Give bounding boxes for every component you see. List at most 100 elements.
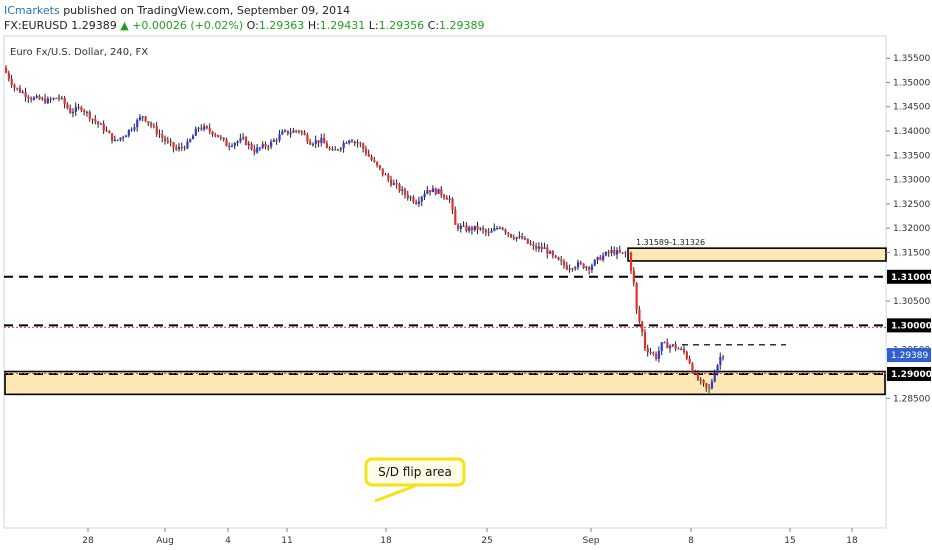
- candle-body: [448, 198, 451, 200]
- candle-body: [417, 201, 421, 204]
- candle-body: [473, 225, 476, 231]
- candle-body: [119, 137, 122, 140]
- candle-body: [669, 345, 672, 349]
- candle-body: [194, 128, 197, 136]
- candle-body: [214, 134, 217, 136]
- candle-body: [189, 139, 192, 142]
- candle-body: [674, 344, 677, 349]
- candle-body: [406, 194, 409, 198]
- candle-body: [588, 267, 591, 270]
- candle-body: [270, 141, 273, 147]
- candle-body: [233, 143, 236, 146]
- candle-body: [150, 123, 153, 126]
- candle-body: [532, 244, 535, 246]
- candle-body: [420, 196, 423, 202]
- price-chart[interactable]: Euro Fx/U.S. Dollar, 240, FX 1.31589-1.3…: [0, 34, 932, 550]
- candle-body: [219, 137, 223, 139]
- candle-body: [671, 344, 675, 346]
- candle-body: [250, 143, 253, 150]
- x-tick-label: 4: [225, 536, 231, 546]
- candle-body: [666, 342, 669, 349]
- candle-body: [705, 383, 708, 388]
- candle-body: [105, 130, 108, 132]
- candle-body: [604, 251, 608, 256]
- candle-body: [300, 131, 303, 133]
- candle-body: [694, 371, 697, 374]
- candle-body: [261, 144, 264, 148]
- time-axis[interactable]: 28 Aug 4 11 18 25 Sep 8 15 18: [82, 528, 858, 546]
- candle-body: [278, 134, 281, 141]
- candle-body: [409, 197, 412, 199]
- x-tick-label: 11: [281, 536, 292, 546]
- candle-body: [136, 119, 139, 128]
- candle-body: [381, 168, 384, 175]
- candle-body: [203, 126, 206, 130]
- candle-body: [540, 246, 543, 249]
- candle-body: [155, 126, 158, 134]
- candle-body: [468, 227, 471, 232]
- candle-body: [13, 84, 16, 88]
- candle-body: [549, 251, 552, 254]
- published-text: published on TradingView.com, September …: [63, 4, 351, 17]
- level-tag-label: 1.31000: [891, 273, 932, 283]
- candle-body: [501, 227, 504, 230]
- candle-body: [440, 188, 443, 196]
- level-tag-label: 1.30000: [891, 321, 932, 331]
- symbol-label[interactable]: FX:EURUSD: [4, 19, 68, 32]
- candle-body: [41, 98, 44, 100]
- candle-body: [719, 356, 722, 366]
- candle-body: [496, 228, 499, 230]
- candle-body: [537, 246, 541, 249]
- candle-body: [596, 257, 599, 261]
- candle-body: [487, 232, 490, 234]
- candle-body: [507, 232, 510, 234]
- candle-body: [239, 138, 242, 142]
- publisher-line: ICmarkets published on TradingView.com, …: [4, 4, 350, 17]
- candle-body: [222, 137, 225, 140]
- candle-body: [331, 149, 334, 151]
- candle-body: [345, 142, 348, 144]
- last-price: 1.29389: [71, 19, 117, 32]
- candle-body: [563, 261, 566, 266]
- candle-body: [498, 227, 502, 229]
- chart-header: ICmarkets published on TradingView.com, …: [0, 0, 932, 34]
- publisher-brand[interactable]: ICmarkets: [4, 4, 60, 17]
- y-tick-label: 1.33500: [893, 151, 930, 161]
- candle-body: [314, 140, 317, 144]
- candle-body: [66, 104, 69, 109]
- candle-body: [306, 134, 309, 142]
- candle-body: [99, 123, 103, 125]
- candle-body: [607, 251, 610, 253]
- candle-body: [272, 140, 276, 142]
- candle-body: [323, 137, 326, 144]
- price-axis[interactable]: 1.35500 1.35000 1.34500 1.34000 1.33500 1.330…: [886, 54, 932, 404]
- candle-body: [627, 253, 630, 255]
- high-label: H:: [307, 19, 320, 32]
- x-tick-label: Aug: [156, 536, 174, 546]
- price-change: +0.00026 (+0.02%): [132, 19, 244, 32]
- candle-body: [35, 96, 38, 98]
- candle-body: [30, 98, 33, 100]
- candle-body: [16, 87, 19, 89]
- candle-body: [465, 225, 468, 232]
- candle-body: [247, 143, 250, 145]
- candle-body: [551, 251, 555, 256]
- candle-body: [91, 118, 94, 120]
- candle-body: [459, 225, 462, 229]
- candle-body: [576, 262, 580, 268]
- candle-body: [546, 247, 549, 254]
- x-tick-label: 18: [846, 536, 858, 546]
- candle-body: [415, 202, 418, 204]
- candle-body: [362, 143, 365, 149]
- candle-body: [124, 135, 128, 138]
- candle-body: [590, 265, 594, 270]
- candle-body: [431, 188, 435, 193]
- candle-body: [295, 130, 298, 132]
- candle-body: [328, 147, 331, 150]
- candle-body: [512, 237, 515, 239]
- candle-body: [593, 260, 596, 266]
- y-tick-label: 1.34000: [893, 127, 930, 137]
- candle-body: [582, 263, 585, 269]
- candle-body: [437, 188, 440, 194]
- candle-body: [367, 153, 370, 157]
